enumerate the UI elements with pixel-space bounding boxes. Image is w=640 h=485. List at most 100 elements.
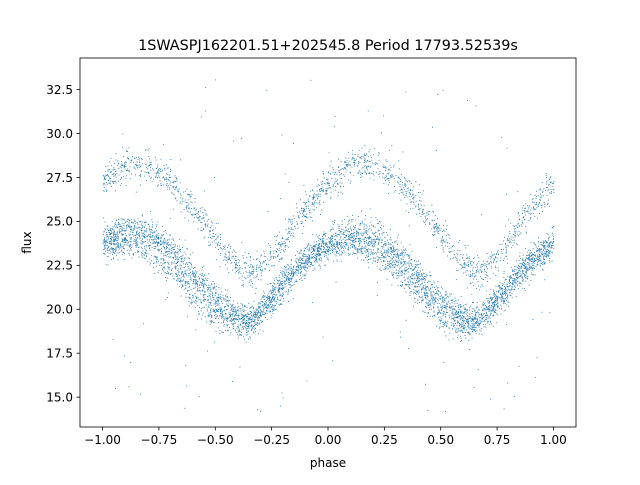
data-point: [529, 252, 531, 254]
data-point: [541, 245, 543, 246]
data-point: [343, 174, 345, 176]
data-point: [346, 229, 348, 231]
data-point: [494, 299, 496, 301]
data-point: [178, 190, 180, 192]
data-point: [356, 165, 358, 167]
data-point: [127, 225, 129, 227]
data-point: [485, 323, 487, 325]
data-point: [203, 288, 205, 290]
data-point: [230, 310, 232, 312]
data-point: [364, 224, 366, 226]
data-point: [364, 165, 365, 167]
data-point: [277, 290, 279, 291]
data-point: [506, 255, 508, 257]
data-point: [247, 316, 249, 318]
data-point: [319, 248, 321, 249]
data-point: [166, 180, 168, 182]
data-point: [241, 315, 243, 317]
data-point: [244, 262, 246, 264]
data-point: [310, 264, 312, 265]
data-point: [460, 296, 462, 298]
data-point: [277, 291, 279, 293]
data-point: [541, 253, 543, 255]
data-point: [167, 174, 169, 176]
data-point: [333, 244, 335, 246]
data-point: [242, 306, 244, 308]
data-point: [395, 240, 397, 242]
data-point: [147, 235, 149, 237]
data-point: [110, 183, 112, 185]
data-point: [379, 172, 381, 174]
data-point: [471, 264, 473, 266]
data-point: [208, 287, 210, 289]
data-point: [548, 205, 550, 207]
data-point: [132, 231, 134, 233]
data-point: [339, 249, 341, 251]
data-point: [366, 232, 368, 234]
data-point: [401, 261, 403, 263]
data-point: [114, 222, 116, 224]
data-point: [377, 230, 379, 232]
data-point: [448, 234, 450, 236]
data-point: [296, 224, 298, 225]
data-point: [128, 234, 130, 236]
data-point: [547, 242, 548, 244]
data-point: [546, 250, 547, 252]
data-point: [180, 249, 181, 251]
data-point: [212, 229, 214, 231]
data-point: [149, 158, 150, 160]
data-point: [412, 265, 414, 267]
data-point: [387, 243, 389, 245]
data-point: [488, 317, 490, 319]
data-point: [437, 287, 439, 289]
data-point: [502, 290, 504, 292]
data-point: [369, 172, 371, 174]
data-point: [129, 178, 131, 180]
data-point: [110, 165, 112, 167]
data-point: [177, 251, 179, 253]
data-point: [244, 251, 246, 253]
data-point: [249, 314, 251, 315]
data-point: [234, 267, 236, 269]
data-point: [258, 301, 260, 303]
data-point: [438, 312, 439, 313]
data-point: [307, 258, 309, 259]
data-point: [320, 214, 321, 215]
data-point: [173, 252, 175, 254]
data-point: [142, 226, 144, 228]
data-point: [184, 270, 186, 272]
data-point: [530, 267, 532, 269]
data-point: [514, 236, 516, 238]
data-point: [438, 303, 440, 304]
data-point: [298, 216, 300, 217]
data-point: [313, 205, 315, 207]
data-point: [390, 176, 392, 178]
data-point: [493, 258, 495, 260]
data-point: [259, 314, 261, 316]
data-point: [215, 292, 217, 294]
data-point: [367, 160, 368, 162]
data-point: [164, 242, 166, 244]
data-point: [218, 303, 220, 305]
data-point: [333, 248, 335, 249]
data-point: [116, 235, 118, 237]
data-point: [534, 274, 536, 276]
data-point: [434, 297, 436, 299]
data-point: [359, 223, 361, 225]
data-point: [256, 269, 257, 270]
data-point: [323, 233, 325, 235]
data-point: [403, 263, 405, 265]
data-point: [134, 235, 136, 237]
data-point: [541, 195, 543, 197]
data-point: [320, 188, 322, 190]
data-point: [478, 326, 480, 328]
data-point: [248, 338, 250, 340]
data-point: [238, 315, 240, 316]
data-point: [251, 273, 253, 275]
data-point: [169, 174, 171, 176]
data-point: [425, 289, 426, 291]
data-point: [539, 265, 541, 267]
data-point: [363, 238, 365, 240]
data-point: [166, 178, 168, 180]
data-point: [460, 305, 462, 307]
